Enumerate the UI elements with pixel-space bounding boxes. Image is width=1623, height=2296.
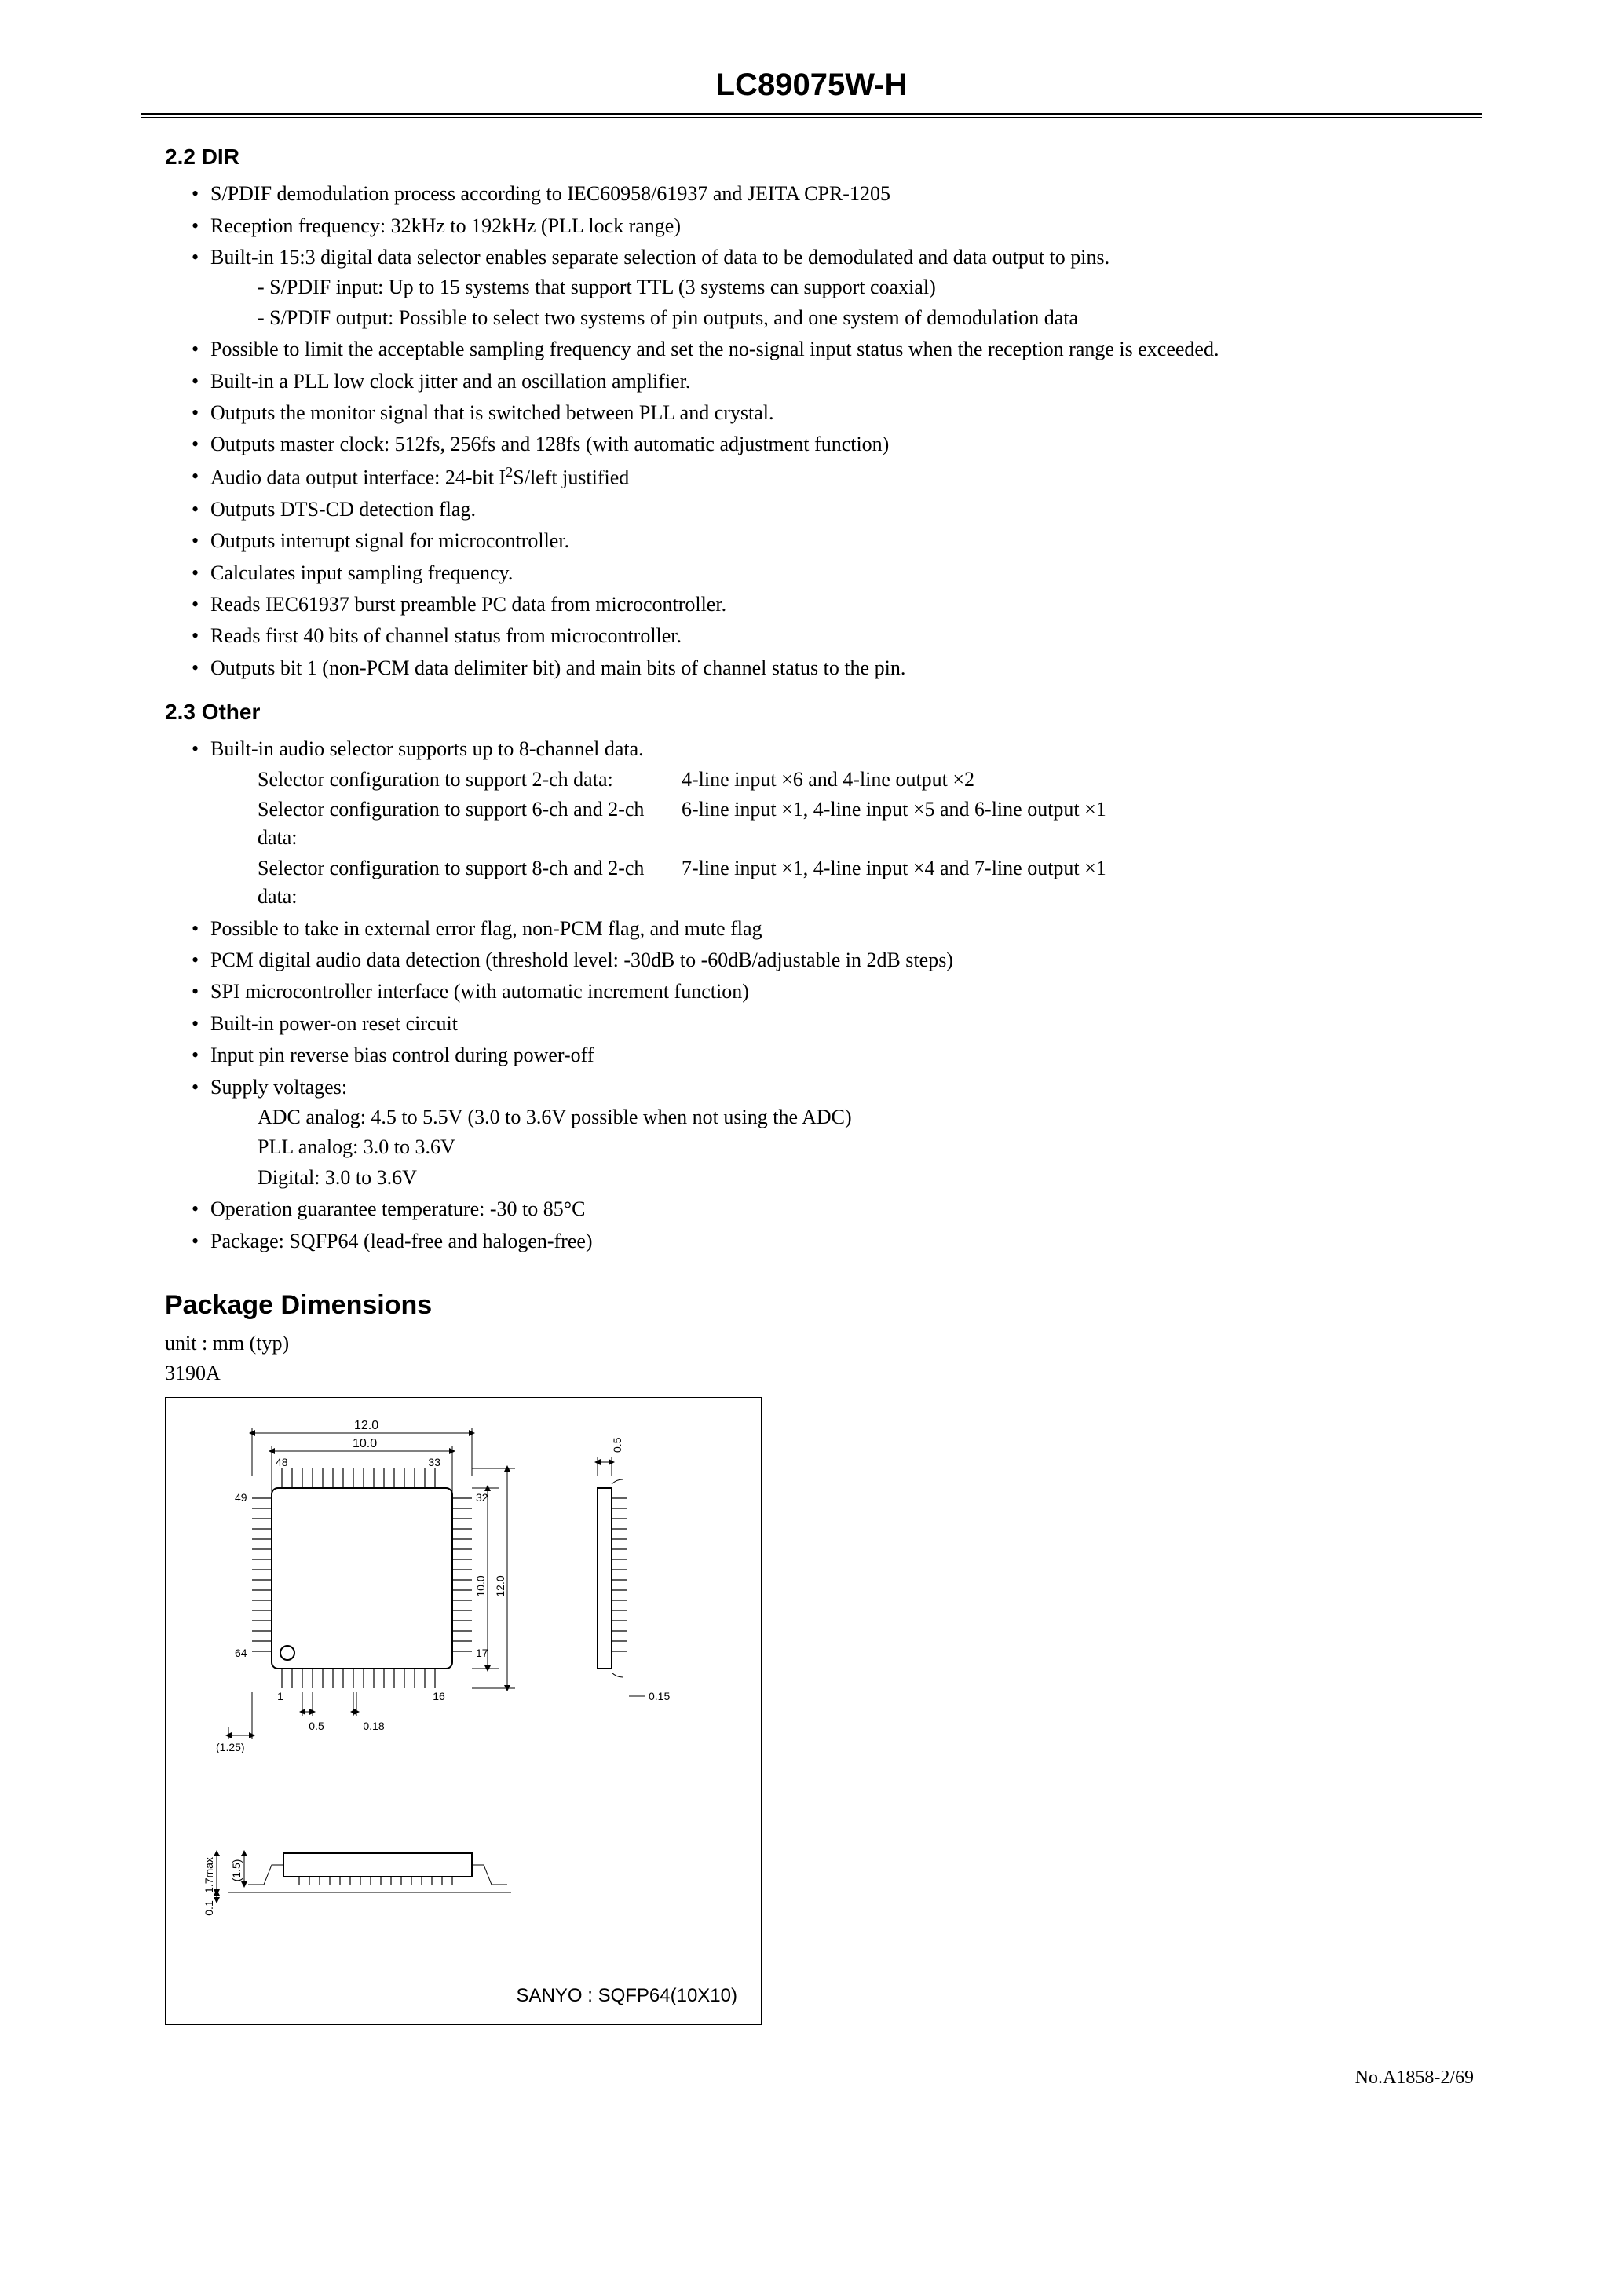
li: Built-in power-on reset circuit [192,1010,1458,1038]
dim-hseat: (1.5) [230,1859,243,1882]
li: Reception frequency: 32kHz to 192kHz (PL… [192,212,1458,240]
li: Package: SQFP64 (lead-free and halogen-f… [192,1227,1458,1256]
selector-left: Selector configuration to support 2-ch d… [258,766,682,794]
dim-ext: (1.25) [216,1741,245,1753]
pin-num: 17 [476,1647,488,1659]
li: Possible to limit the acceptable samplin… [192,335,1458,364]
supply-sub: PLL analog: 3.0 to 3.6V [210,1133,1458,1161]
li-text: Built-in 15:3 digital data selector enab… [210,246,1109,269]
li: Input pin reverse bias control during po… [192,1041,1458,1069]
rule-thick [141,113,1482,115]
li: Outputs the monitor signal that is switc… [192,399,1458,427]
li: Operation guarantee temperature: -30 to … [192,1195,1458,1223]
selector-right: 6-line input ×1, 4-line input ×5 and 6-l… [682,795,1458,853]
pin-num: 33 [428,1456,440,1468]
li: Reads first 40 bits of channel status fr… [192,622,1458,650]
li: Built-in a PLL low clock jitter and an o… [192,367,1458,396]
selector-row: Selector configuration to support 8-ch a… [210,854,1458,912]
selector-right: 4-line input ×6 and 4-line output ×2 [682,766,1458,794]
pin-num: 32 [476,1491,488,1504]
li: Built-in 15:3 digital data selector enab… [192,243,1458,332]
list-2-2: S/PDIF demodulation process according to… [165,180,1458,682]
li-tail: S/left justified [513,466,629,488]
selector-row: Selector configuration to support 6-ch a… [210,795,1458,853]
selector-left: Selector configuration to support 6-ch a… [258,795,682,853]
li: Outputs DTS-CD detection flag. [192,495,1458,524]
pin-num: 1 [277,1690,283,1702]
content-area: 2.2 DIR S/PDIF demodulation process acco… [141,141,1482,2025]
li-text: Supply voltages: [210,1076,347,1099]
li: Calculates input sampling frequency. [192,559,1458,587]
dim-body-v: 10.0 [474,1575,487,1596]
dim-outer: 12.0 [354,1419,378,1432]
li-text: Built-in audio selector supports up to 8… [210,737,644,760]
list-2-3: Built-in audio selector supports up to 8… [165,735,1458,1256]
li-sub: S/PDIF input: Up to 15 systems that supp… [210,273,1458,302]
li: Outputs bit 1 (non-PCM data delimiter bi… [192,654,1458,682]
dim-hstand: 0.1 [203,1900,215,1916]
li: Built-in audio selector supports up to 8… [192,735,1458,911]
rule-thin [141,117,1482,118]
pkg-code: 3190A [165,1359,1458,1387]
pin-num: 16 [433,1690,445,1702]
pin-num: 64 [235,1647,247,1659]
footer-text: No.A1858-2/69 [141,2057,1482,2092]
supply-sub: Digital: 3.0 to 3.6V [210,1164,1458,1192]
dim-lead: 0.15 [649,1690,670,1702]
li: Possible to take in external error flag,… [192,915,1458,943]
li: Outputs master clock: 512fs, 256fs and 1… [192,430,1458,459]
heading-2-2: 2.2 DIR [165,141,1458,172]
pin-num: 49 [235,1491,247,1504]
unit-line: unit : mm (typ) [165,1329,1458,1358]
dim-side-th: 0.5 [611,1438,623,1453]
li: Supply voltages: ADC analog: 4.5 to 5.5V… [192,1073,1458,1193]
dim-hmax: 1.7max [203,1857,215,1893]
li-text: Audio data output interface: 24-bit I [210,466,506,488]
package-figure: 12.0 10.0 [165,1397,762,2025]
li: Reads IEC61937 burst preamble PC data fr… [192,590,1458,619]
dim-body: 10.0 [353,1437,377,1450]
dim-outer-v: 12.0 [494,1575,506,1596]
li: PCM digital audio data detection (thresh… [192,946,1458,974]
selector-left: Selector configuration to support 8-ch a… [258,854,682,912]
supply-sub: ADC analog: 4.5 to 5.5V (3.0 to 3.6V pos… [210,1103,1458,1132]
li: Audio data output interface: 24-bit I2S/… [192,462,1458,492]
li: Outputs interrupt signal for microcontro… [192,527,1458,555]
pin-num: 48 [276,1456,288,1468]
selector-right: 7-line input ×1, 4-line input ×4 and 7-l… [682,854,1458,912]
dim-pinw: 0.18 [363,1720,384,1732]
package-svg: 12.0 10.0 [181,1413,747,1979]
li: S/PDIF demodulation process according to… [192,180,1458,208]
heading-package: Package Dimensions [165,1287,1458,1325]
selector-row: Selector configuration to support 2-ch d… [210,766,1458,794]
li: SPI microcontroller interface (with auto… [192,978,1458,1006]
dim-pitch: 0.5 [309,1720,324,1732]
sup: 2 [506,464,513,480]
figure-label: SANYO : SQFP64(10X10) [517,1983,737,2009]
heading-2-3: 2.3 Other [165,696,1458,727]
page-title: LC89075W-H [141,63,1482,113]
li-sub: S/PDIF output: Possible to select two sy… [210,304,1458,332]
